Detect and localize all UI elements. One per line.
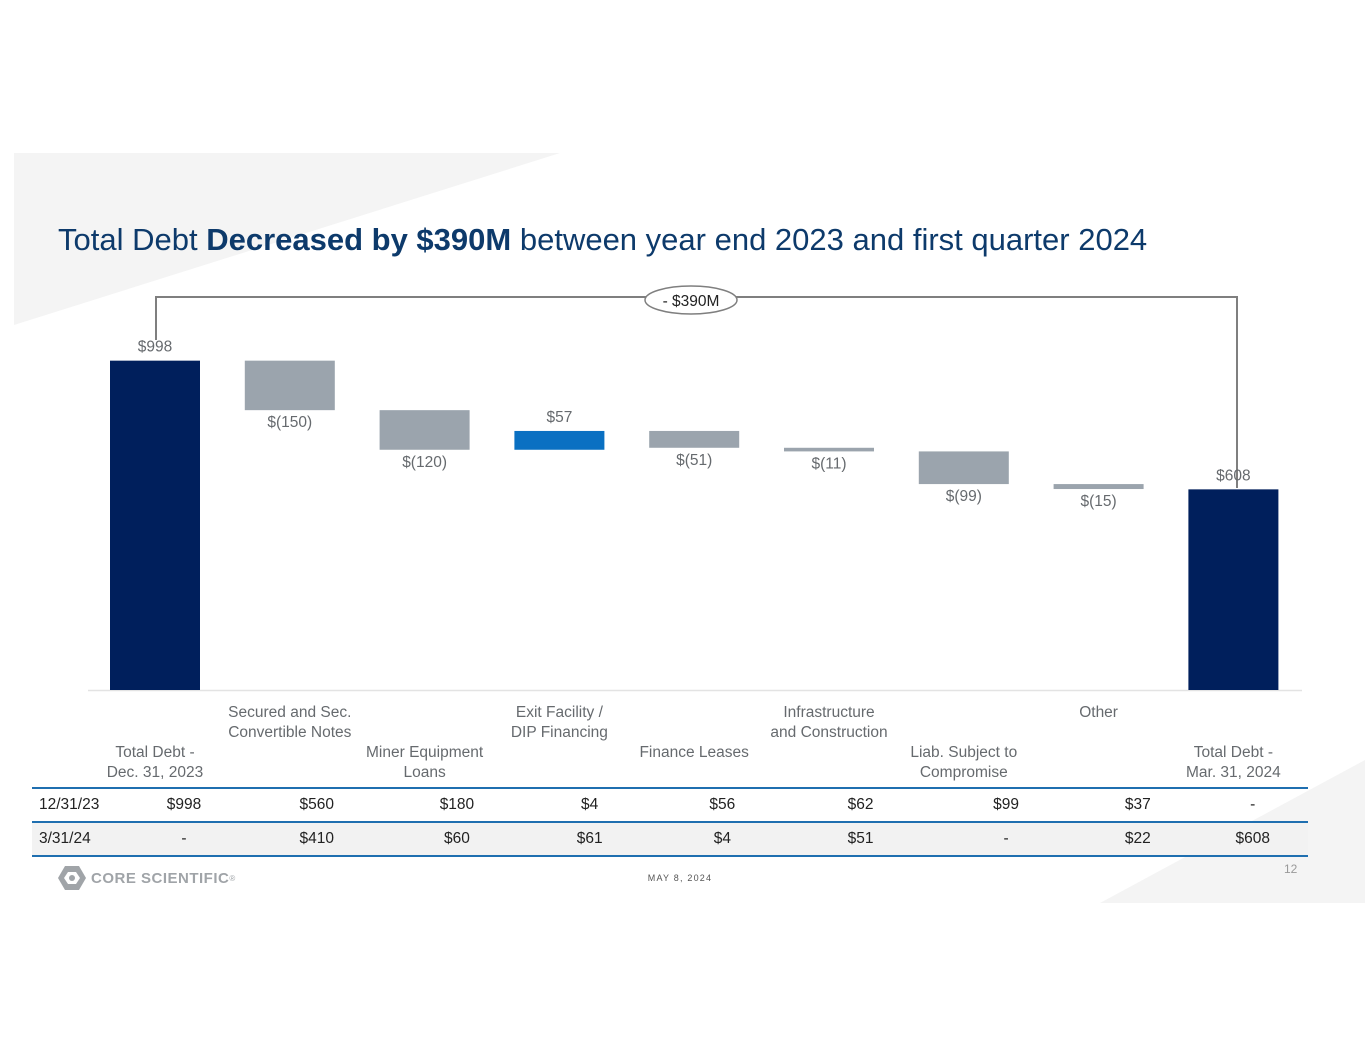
table-cell: $99 <box>993 796 1020 813</box>
table-cell: $560 <box>299 796 334 813</box>
category-label-8: Total Debt - Mar. 31, 2024 <box>1185 744 1281 781</box>
category-label-0: Total Debt - Dec. 31, 2023 <box>106 744 204 781</box>
debt-table: 12/31/23 $998 $560 $180 $4 $56 $62 $99 $37-3/31/… <box>32 787 1308 857</box>
table-cell: $410 <box>299 830 334 847</box>
data-label-7: $(15) <box>1081 493 1117 510</box>
data-label-1: $(150) <box>267 414 312 431</box>
bar-8 <box>1188 489 1279 690</box>
table-cell: $60 <box>444 830 470 847</box>
table-cell: $61 <box>576 830 603 847</box>
data-label-6: $(99) <box>946 488 982 505</box>
category-label-2: Miner Equipment Loans <box>366 744 484 781</box>
bar-0 <box>110 360 200 690</box>
logo-registered-mark: ® <box>229 873 236 883</box>
category-label-4: Finance Leases <box>639 744 749 761</box>
data-label-0: $998 <box>138 339 172 356</box>
bar-5 <box>784 447 874 452</box>
table-cell: $4 <box>581 796 599 813</box>
bar-3 <box>514 430 605 450</box>
category-label-3: Exit Facility / DIP Financing <box>510 704 608 741</box>
title-pre: Total Debt <box>58 222 207 257</box>
bar-2 <box>379 410 470 450</box>
row-label: 12/31/23 <box>39 796 100 813</box>
category-label-6: Liab. Subject to Compromise <box>910 744 1018 781</box>
table-cell: $56 <box>709 796 736 813</box>
data-label-8: $608 <box>1216 467 1250 484</box>
logo-text: CORE SCIENTIFIC <box>91 869 230 887</box>
data-label-3: $57 <box>546 409 572 426</box>
data-label-2: $(120) <box>402 454 447 471</box>
title-bold: Decreased by $390M <box>206 222 512 257</box>
table-cell: $608 <box>1235 830 1270 847</box>
row-label: 3/31/24 <box>39 830 91 847</box>
footer-date: MAY 8, 2024 <box>647 873 713 883</box>
table-cell: $37 <box>1124 796 1151 813</box>
page-number: 12 <box>1284 862 1298 876</box>
table-cell: - <box>181 830 187 847</box>
table-cell: - <box>1250 796 1256 813</box>
table-cell: $998 <box>166 796 202 813</box>
company-logo: CORE SCIENTIFIC ® <box>57 865 235 891</box>
category-label-5: Infrastructure and Construction <box>770 704 888 741</box>
page-title: Total Debt Decreased by $390M between ye… <box>58 222 1147 258</box>
bar-7 <box>1053 484 1144 490</box>
table-cell: $180 <box>439 796 475 813</box>
table-cell: - <box>1003 830 1009 847</box>
table-cell: $62 <box>847 796 874 813</box>
bracket-label-oval <box>644 285 738 315</box>
category-label-7: Other <box>1079 704 1118 721</box>
table-row: 12/31/23 $998 $560 $180 $4 $56 $62 $99 $37 - <box>32 788 1308 822</box>
data-label-5: $(11) <box>811 455 846 472</box>
core-scientific-logo-icon <box>58 866 86 890</box>
bar-1 <box>244 360 335 411</box>
title-post: between year end 2023 and first quarter … <box>511 222 1148 257</box>
table-cell: $22 <box>1124 830 1151 847</box>
table-row: 3/31/24 - $410 $60 $61 $4 $51 - $22 $608 <box>32 822 1308 856</box>
bar-6 <box>918 451 1009 485</box>
table-cell: $4 <box>713 830 731 847</box>
data-label-4: $(51) <box>676 452 712 469</box>
bar-4 <box>649 430 740 448</box>
category-label-1: Secured and Sec. Convertible Notes <box>228 704 352 741</box>
table-cell: $51 <box>847 830 874 847</box>
bracket-label: - $390M <box>663 293 720 310</box>
